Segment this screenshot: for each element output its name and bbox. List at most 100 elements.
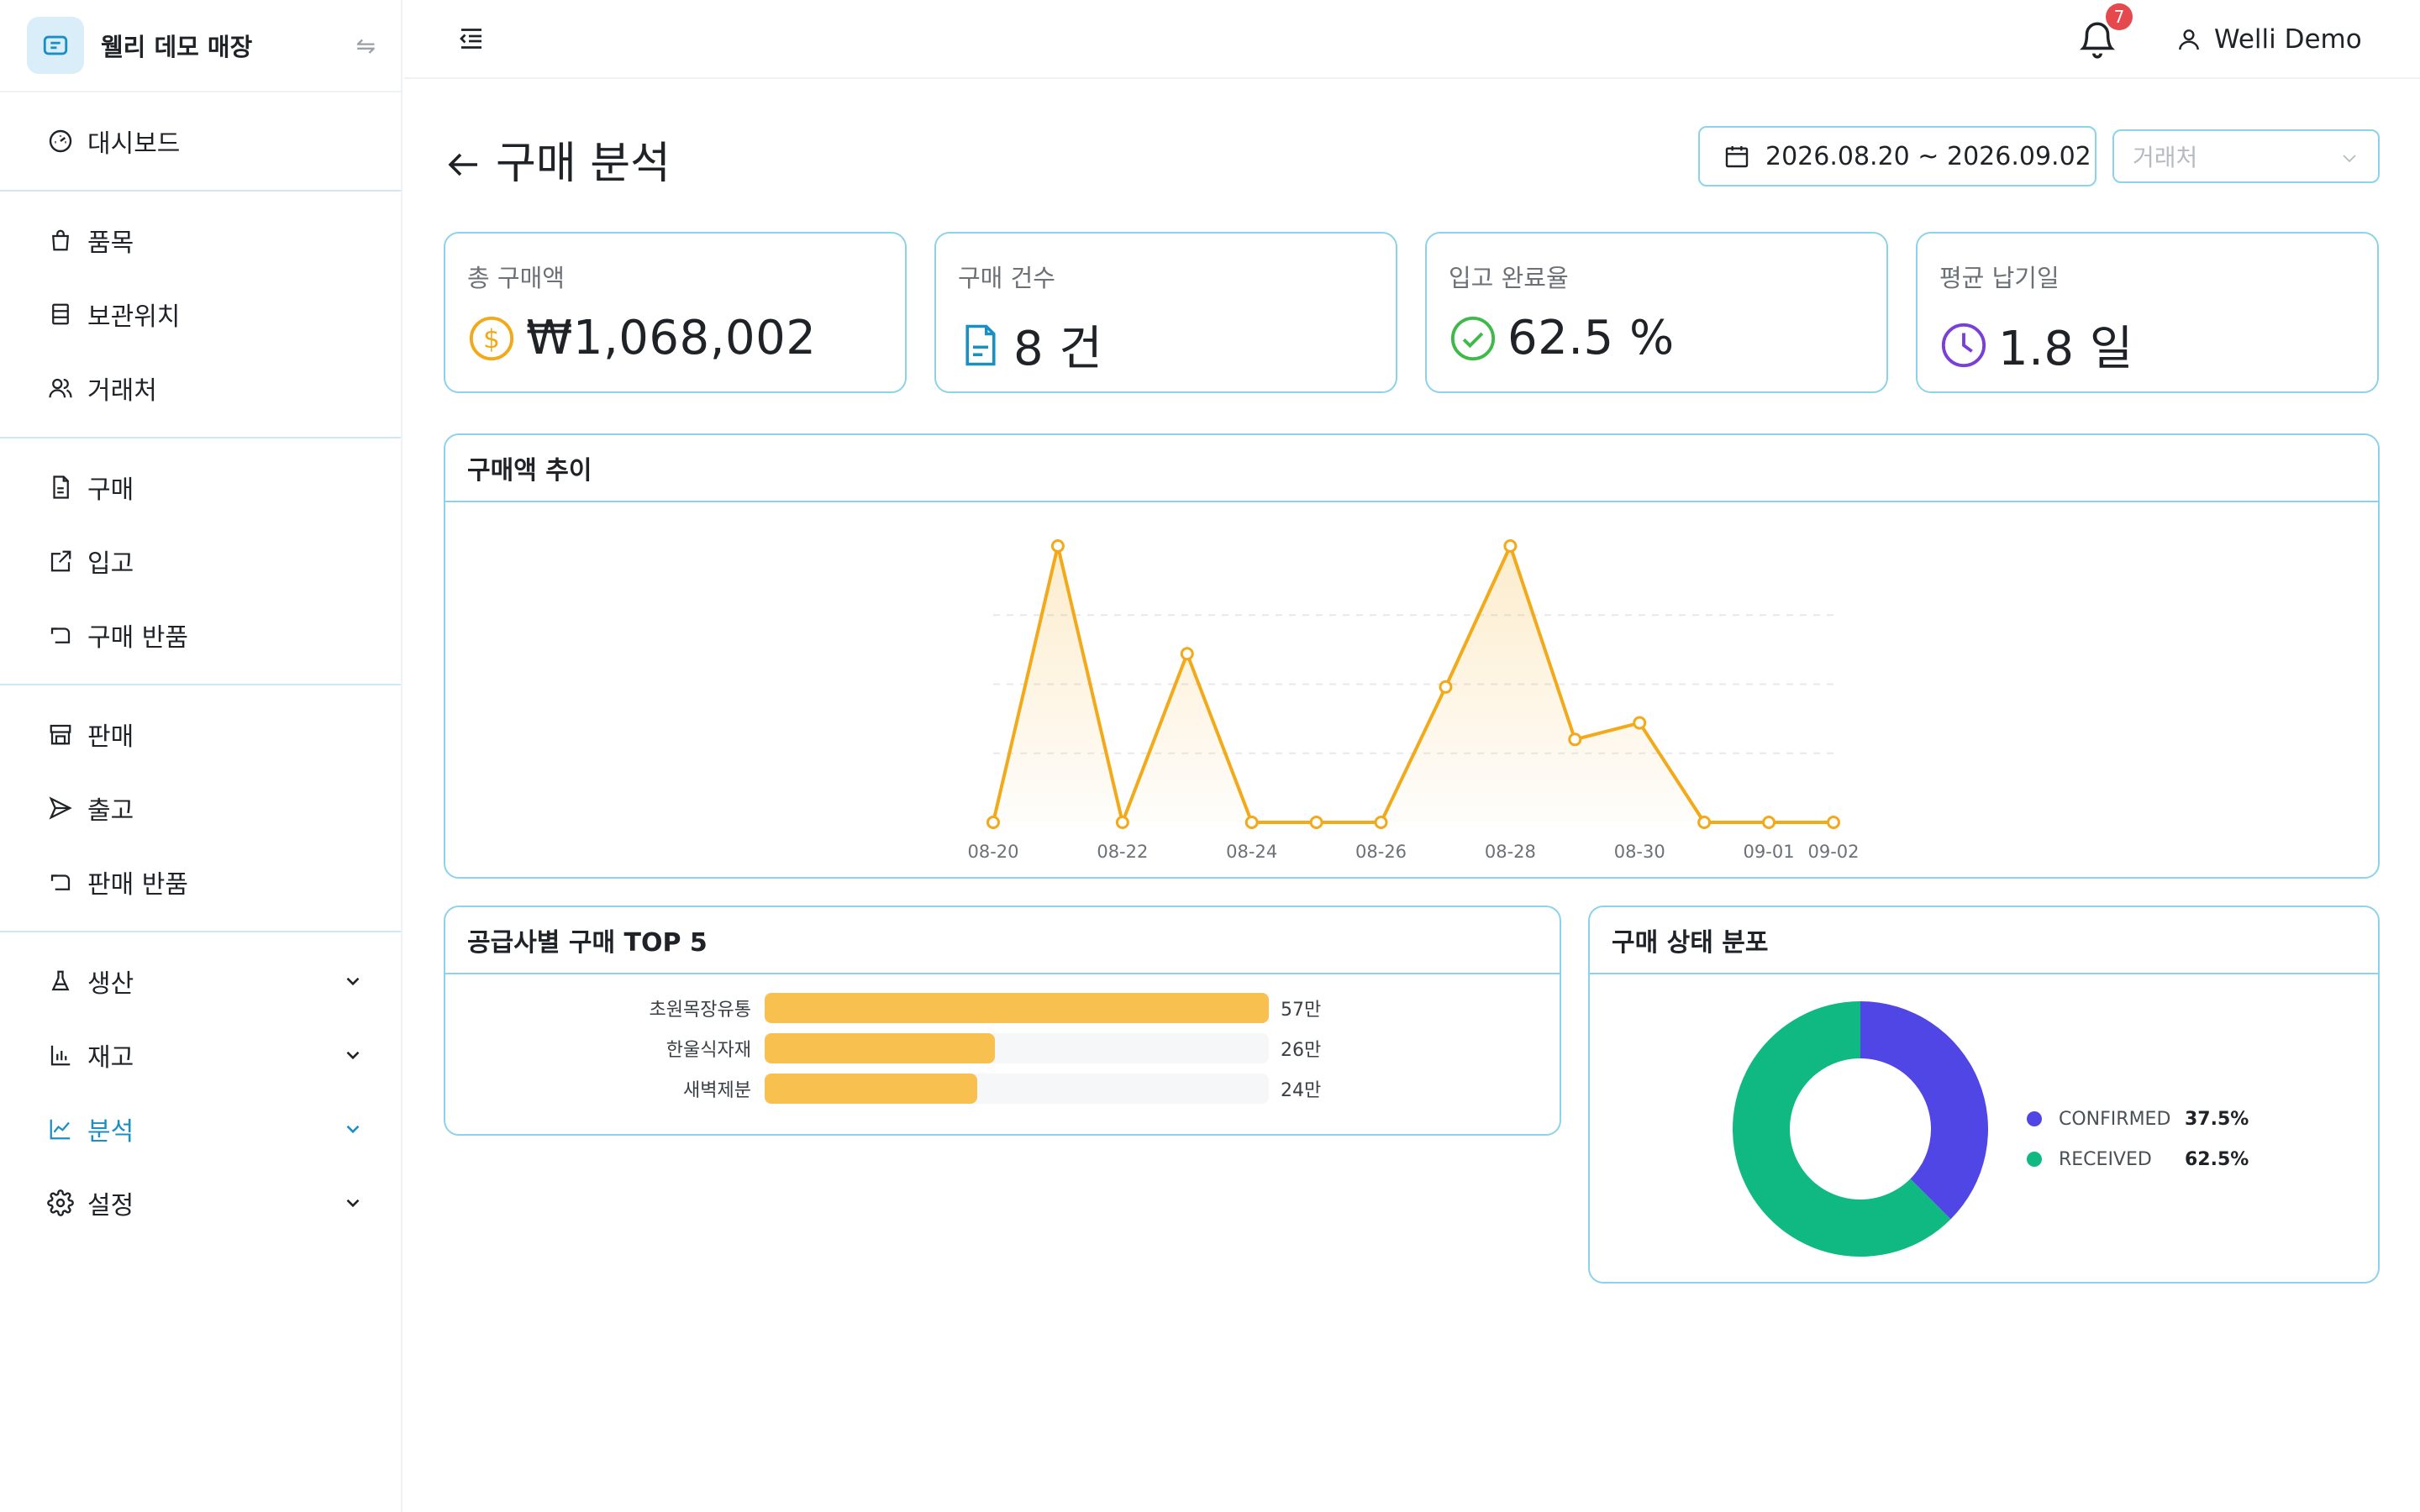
vendor-select-placeholder: 거래처 xyxy=(2133,144,2198,171)
trend-point[interactable] xyxy=(1568,732,1582,747)
status-distribution-card: 구매 상태 분포 CONFIRMED 37.5% RECEIVED 62.5% xyxy=(1588,906,2380,1284)
sidebar-item-dashboard[interactable]: 대시보드 xyxy=(0,104,401,178)
sidebar-item-storage[interactable]: 보관위치 xyxy=(0,277,401,351)
donut-slice-received[interactable] xyxy=(1733,1001,1951,1257)
dashboard-icon xyxy=(45,126,76,156)
donut-slice-confirmed[interactable] xyxy=(1860,1001,1988,1220)
sidebar-item-label: 설정 xyxy=(87,1191,134,1221)
user-name: Welli Demo xyxy=(2214,24,2362,55)
bar-category-label: 새벽제분 xyxy=(683,1080,751,1101)
topbar: 7 Welli Demo xyxy=(404,0,2420,79)
chevron-down-icon[interactable] xyxy=(342,1192,364,1214)
sidebar-item-sales[interactable]: 판매 xyxy=(0,697,401,771)
legend-value: 62.5% xyxy=(2185,1148,2249,1170)
trend-point[interactable] xyxy=(1439,680,1453,694)
x-tick-label: 09-02 xyxy=(1807,842,1859,862)
legend-label: RECEIVED xyxy=(2059,1148,2152,1170)
sidebar-item-analytics[interactable]: 분석 xyxy=(0,1092,401,1166)
x-tick-label: 08-26 xyxy=(1355,842,1407,862)
date-range-picker[interactable]: 2026.08.20 ~ 2026.09.02 xyxy=(1698,126,2096,186)
trend-line xyxy=(992,544,1833,824)
trend-point[interactable] xyxy=(1503,539,1518,553)
trend-point[interactable] xyxy=(1374,816,1388,829)
sidebar-item-label: 대시보드 xyxy=(87,129,181,159)
legend-item: RECEIVED 62.5% xyxy=(2027,1139,2249,1179)
inventory-chart-icon xyxy=(45,1040,76,1070)
page-title: 구매 분석 xyxy=(496,139,671,189)
sidebar: 웰리 데모 매장 ⇋ 대시보드 품목 보관위치 거래처 구매 입고 xyxy=(0,0,402,1512)
status-legend: CONFIRMED 37.5% RECEIVED 62.5% xyxy=(2027,1099,2249,1179)
kpi-value: 1.8 일 xyxy=(1998,322,2133,376)
clock-icon xyxy=(1941,323,1986,367)
sidebar-item-sales-return[interactable]: 판매 반품 xyxy=(0,845,401,919)
sidebar-item-partners[interactable]: 거래처 xyxy=(0,351,401,425)
back-arrow-icon[interactable] xyxy=(444,144,484,185)
sidebar-item-label: 판매 반품 xyxy=(87,870,188,900)
switch-store-icon[interactable]: ⇋ xyxy=(355,31,376,60)
x-tick-label: 08-30 xyxy=(1614,842,1665,862)
trend-point[interactable] xyxy=(1827,816,1840,829)
kpi-value: ₩1,068,002 xyxy=(526,311,817,365)
sidebar-item-purchase[interactable]: 구매 xyxy=(0,450,401,524)
purchase-trend-card: 구매액 추이 08-20 08-22 08-24 08-26 08-28 08-30 09-… xyxy=(444,433,2380,879)
return-icon xyxy=(45,867,76,897)
card-title: 구매액 추이 xyxy=(445,435,2378,502)
bar-track xyxy=(765,1074,1269,1104)
sidebar-item-settings[interactable]: 설정 xyxy=(0,1166,401,1240)
storage-icon xyxy=(45,299,76,329)
chevron-down-icon[interactable] xyxy=(342,970,364,992)
trend-point[interactable] xyxy=(1180,647,1194,661)
bag-icon xyxy=(45,225,76,255)
trend-point[interactable] xyxy=(1697,816,1712,829)
sidebar-item-purchase-return[interactable]: 구매 반품 xyxy=(0,598,401,672)
partners-icon xyxy=(45,373,76,403)
sidebar-item-label: 재고 xyxy=(87,1043,134,1073)
bar[interactable] xyxy=(765,993,1269,1023)
sidebar-item-production[interactable]: 생산 xyxy=(0,944,401,1018)
trend-point[interactable] xyxy=(1050,539,1065,553)
svg-text:$: $ xyxy=(483,323,500,354)
sidebar-item-inventory[interactable]: 재고 xyxy=(0,1018,401,1092)
vendor-select[interactable]: 거래처 xyxy=(2112,129,2380,183)
sidebar-item-receive[interactable]: 입고 xyxy=(0,524,401,598)
card-title: 공급사별 구매 TOP 5 xyxy=(445,907,1560,974)
nav-group-sales: 판매 출고 판매 반품 xyxy=(0,685,401,932)
trend-point[interactable] xyxy=(986,816,1000,829)
bell-icon[interactable] xyxy=(2076,18,2118,60)
trend-point[interactable] xyxy=(1762,816,1776,829)
sidebar-item-label: 품목 xyxy=(87,228,134,258)
chevron-down-icon[interactable] xyxy=(342,1118,364,1140)
sidebar-item-shipping[interactable]: 출고 xyxy=(0,771,401,845)
sidebar-item-label: 거래처 xyxy=(87,376,157,406)
trend-point[interactable] xyxy=(1309,816,1323,829)
return-icon xyxy=(45,620,76,650)
chevron-down-icon[interactable] xyxy=(342,1044,364,1066)
card-title: 구매 상태 분포 xyxy=(1590,907,2378,974)
trend-point[interactable] xyxy=(1633,716,1647,730)
bar-value-label: 57만 xyxy=(1281,1000,1322,1021)
user-menu[interactable]: Welli Demo xyxy=(2175,20,2362,59)
trend-point[interactable] xyxy=(1115,816,1129,829)
trend-point[interactable] xyxy=(1244,816,1259,829)
kpi-label: 평균 납기일 xyxy=(1939,264,2060,292)
bar-value-label: 26만 xyxy=(1281,1040,1322,1061)
bar[interactable] xyxy=(765,1074,977,1104)
store-icon xyxy=(45,719,76,749)
document-icon xyxy=(965,324,996,365)
bar-row: 한울식자재 26만 xyxy=(445,1033,1321,1063)
gear-icon xyxy=(45,1188,76,1218)
bar[interactable] xyxy=(765,1033,995,1063)
sidebar-item-label: 분석 xyxy=(87,1117,134,1147)
sidebar-item-items[interactable]: 품목 xyxy=(0,203,401,277)
kpi-card-total-amount: 총 구매액 $ ₩1,068,002 xyxy=(444,232,907,393)
collapse-menu-icon[interactable] xyxy=(455,24,488,54)
sidebar-item-label: 출고 xyxy=(87,796,134,826)
x-tick-label: 08-24 xyxy=(1226,842,1277,862)
trend-area xyxy=(993,546,1833,822)
kpi-card-purchase-count: 구매 건수 8 건 xyxy=(934,232,1397,393)
bar-row: 새벽제분 24만 xyxy=(445,1074,1321,1104)
bar-value-label: 24만 xyxy=(1281,1080,1322,1101)
nav-group-dashboard: 대시보드 xyxy=(0,92,401,192)
nav-group-ops: 생산 재고 분석 설정 xyxy=(0,932,401,1252)
nav-group-purchase: 구매 입고 구매 반품 xyxy=(0,438,401,685)
